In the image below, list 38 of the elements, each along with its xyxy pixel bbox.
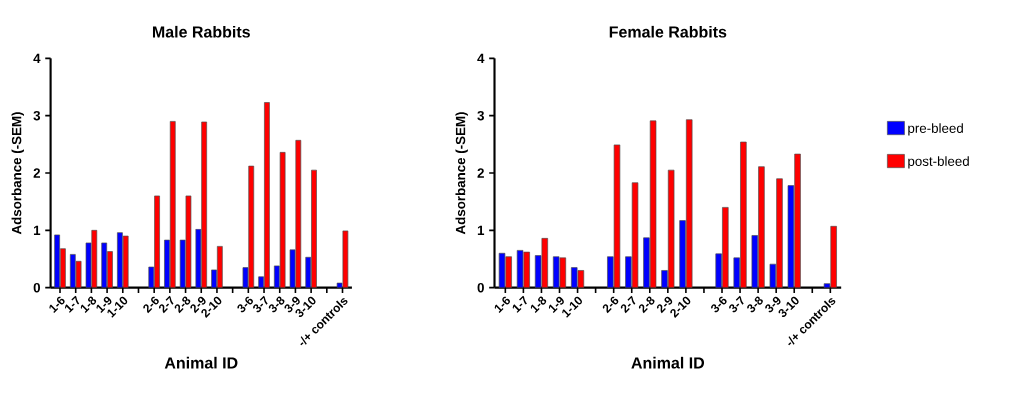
y-tick-label: 1 [477, 225, 485, 235]
legend-label: post-bleed [908, 156, 969, 169]
x-tick-label: 1-7 [64, 295, 80, 313]
x-tick-label: 2-8 [638, 296, 655, 314]
x-tick-label: 3-6 [237, 296, 253, 313]
x-tick-label: 3-7 [729, 295, 744, 313]
y-tick-label: 1 [33, 225, 41, 235]
y-tick-label: 0 [33, 282, 41, 293]
x-tick-label: 2-6 [602, 296, 619, 314]
chart-title: Male Rabbits [152, 25, 250, 38]
y-tick-label: 3 [33, 110, 41, 121]
y-tick-label: 2 [477, 168, 484, 178]
x-tick-label: 2-9 [656, 296, 673, 314]
legend-label: pre-bleed [908, 123, 963, 136]
y-tick-label: 3 [477, 110, 484, 121]
x-tick-label: 2-8 [174, 296, 191, 314]
x-tick-label: 2-7 [620, 295, 636, 314]
y-axis-title: Adsorbance (-SEM) [11, 112, 24, 235]
x-tick-label: 3-7 [253, 295, 268, 313]
x-tick-label: 1-8 [530, 296, 547, 313]
x-axis-title: Animal ID [164, 356, 238, 369]
x-tick-label: 1-6 [494, 296, 510, 313]
y-tick-label: 0 [477, 282, 484, 293]
x-tick-label: 2-7 [158, 295, 174, 314]
x-tick-label: 3-6 [711, 296, 727, 313]
y-tick-label: 4 [33, 53, 41, 63]
y-axis-title: Adsorbance (-SEM) [455, 112, 468, 235]
x-tick-label: 3-8 [268, 296, 285, 313]
chart-title: Female Rabbits [609, 25, 727, 38]
x-tick-label: 1-7 [512, 295, 527, 313]
y-tick-label: 2 [33, 168, 41, 178]
x-tick-label: 1-8 [80, 296, 97, 313]
x-tick-label: 2-6 [143, 296, 159, 314]
x-axis-title: Animal ID [631, 356, 705, 369]
x-tick-label: 1-9 [548, 296, 564, 313]
x-tick-label: 1-6 [49, 296, 65, 313]
x-tick-label: 3-8 [747, 296, 763, 313]
y-tick-label: 4 [477, 53, 485, 63]
